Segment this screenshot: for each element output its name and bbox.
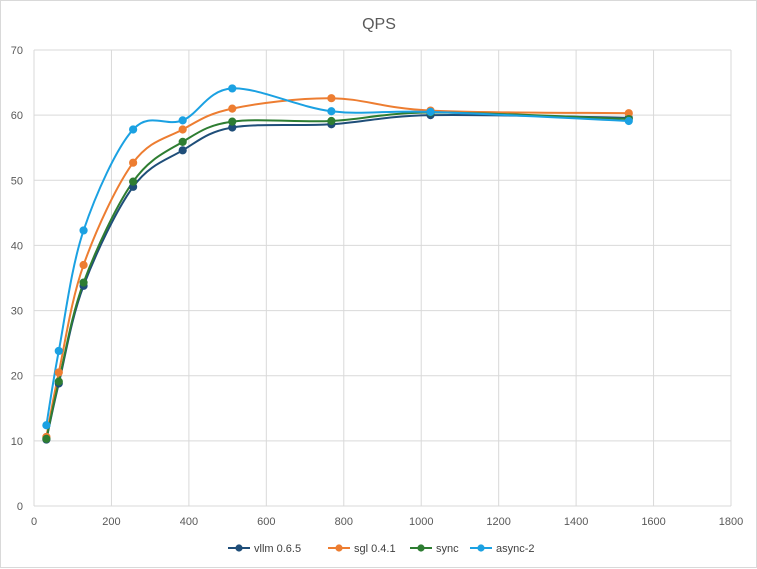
series-markers: [42, 84, 633, 444]
x-tick-label: 1000: [409, 516, 433, 528]
legend-item: sync: [410, 543, 459, 555]
x-tick-label: 1200: [486, 516, 510, 528]
data-point: [327, 94, 336, 103]
data-point: [624, 116, 633, 126]
y-tick-label: 0: [17, 501, 23, 513]
data-point: [426, 107, 435, 116]
series-line-1: [45, 97, 630, 438]
legend-swatch-marker: [477, 544, 485, 552]
legend-label: sgl 0.4.1: [354, 543, 396, 555]
x-tick-label: 1600: [641, 516, 665, 528]
chart-title: QPS: [362, 16, 396, 33]
x-tick-label: 1400: [564, 516, 588, 528]
data-point: [129, 177, 138, 186]
legend-label: sync: [436, 543, 459, 555]
data-point: [327, 116, 336, 126]
data-point: [129, 125, 138, 134]
data-point: [79, 278, 88, 287]
y-tick-label: 50: [11, 175, 23, 187]
data-point: [129, 158, 138, 167]
data-point: [178, 116, 187, 125]
y-tick-label: 60: [11, 110, 23, 122]
y-tick-label: 20: [11, 371, 23, 383]
data-point: [79, 226, 88, 235]
x-tick-label: 800: [335, 516, 353, 528]
y-tick-label: 10: [11, 436, 23, 448]
legend-item: async-2: [470, 543, 535, 555]
axes: 0 10 20 30 40 50 60 70 0 200 400 600 800 1000 1200 1400…: [11, 45, 743, 528]
data-point: [178, 125, 187, 134]
y-tick-label: 40: [11, 240, 23, 252]
legend-swatch-marker: [335, 544, 343, 552]
series-line-3: [45, 87, 630, 427]
legend-label: vllm 0.6.5: [254, 543, 301, 555]
legend: vllm 0.6.5 sgl 0.4.1 sync async-2: [228, 543, 535, 555]
data-point: [228, 84, 237, 93]
data-point: [54, 368, 63, 377]
data-point: [228, 117, 237, 126]
legend-item: sgl 0.4.1: [328, 543, 396, 555]
x-tick-label: 400: [180, 516, 198, 528]
data-point: [54, 346, 63, 356]
data-point: [79, 260, 88, 270]
x-tick-label: 200: [102, 516, 120, 528]
legend-swatch-marker: [417, 544, 425, 552]
series-lines: [45, 87, 630, 441]
data-point: [228, 104, 237, 113]
y-tick-label: 70: [11, 45, 23, 57]
legend-swatch-marker: [235, 544, 243, 552]
legend-item: vllm 0.6.5: [228, 543, 301, 555]
data-point: [42, 421, 51, 430]
y-tick-label: 30: [11, 306, 23, 318]
data-point: [327, 107, 336, 116]
x-tick-label: 0: [31, 516, 37, 528]
data-point: [178, 146, 187, 155]
legend-label: async-2: [496, 543, 535, 555]
x-tick-label: 600: [257, 516, 275, 528]
data-point: [178, 137, 187, 146]
data-point: [54, 377, 63, 386]
x-tick-label: 1800: [719, 516, 743, 528]
data-point: [42, 434, 51, 444]
